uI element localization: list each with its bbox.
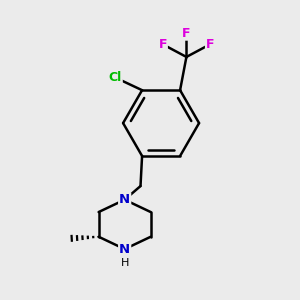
Text: F: F <box>158 38 167 51</box>
Text: Cl: Cl <box>109 71 122 84</box>
Text: F: F <box>182 27 191 40</box>
Text: F: F <box>206 38 214 51</box>
Text: N: N <box>119 243 130 256</box>
Text: H: H <box>121 258 129 268</box>
Text: N: N <box>119 193 130 206</box>
